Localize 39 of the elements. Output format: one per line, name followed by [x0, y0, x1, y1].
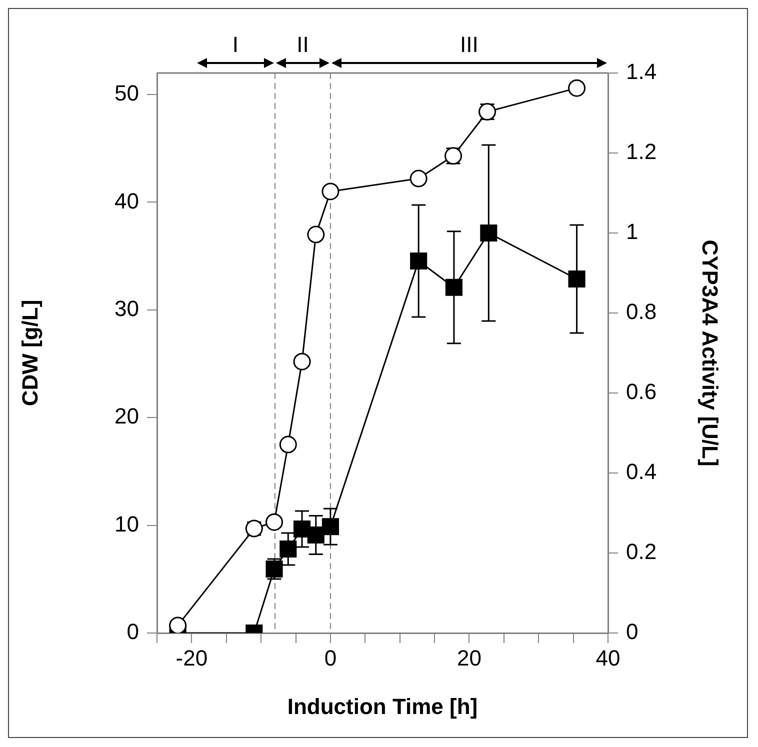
- y-tick-label: 40: [114, 188, 139, 214]
- point: [280, 540, 297, 558]
- y2-tick-label: 0.4: [626, 459, 657, 484]
- point: [568, 270, 586, 288]
- point: [568, 79, 586, 97]
- x-tick-label: 20: [456, 645, 482, 670]
- y2-axis-title: CYP3A4 Activity [U/L]: [698, 240, 723, 466]
- point: [322, 518, 339, 536]
- y-axis-title: CDW [g/L]: [17, 300, 42, 406]
- y2-tick-label: 0: [626, 619, 638, 644]
- point: [322, 182, 340, 200]
- text: III: [460, 32, 478, 58]
- y-tick-label: 10: [114, 511, 139, 536]
- x-axis-title: Induction Time [h]: [287, 694, 478, 719]
- y-tick-label: 30: [114, 296, 139, 321]
- point: [279, 436, 297, 454]
- point: [410, 170, 428, 188]
- y2-tick-label: 1.4: [626, 59, 657, 84]
- y2-tick-label: 0.2: [626, 539, 657, 564]
- x-tick-label: -20: [176, 645, 208, 670]
- y2-tick-label: 0.8: [626, 299, 657, 324]
- x-tick-label: 40: [596, 645, 620, 670]
- text: II: [296, 32, 309, 58]
- point: [445, 278, 462, 296]
- y2-tick-label: 1.2: [626, 139, 657, 164]
- point: [307, 226, 325, 244]
- point: [266, 513, 284, 531]
- text: I: [232, 32, 239, 58]
- point: [293, 352, 311, 370]
- y2-tick-label: 1: [626, 219, 638, 244]
- point: [307, 526, 324, 544]
- x-tick-label: 0: [324, 645, 337, 670]
- y-tick-label: 20: [114, 404, 139, 429]
- y-tick-label: 50: [114, 80, 139, 106]
- y2-tick-label: 0.6: [626, 379, 657, 404]
- point: [169, 616, 187, 633]
- point: [480, 224, 498, 242]
- y-tick-label: 0: [126, 619, 139, 644]
- point: [410, 252, 428, 270]
